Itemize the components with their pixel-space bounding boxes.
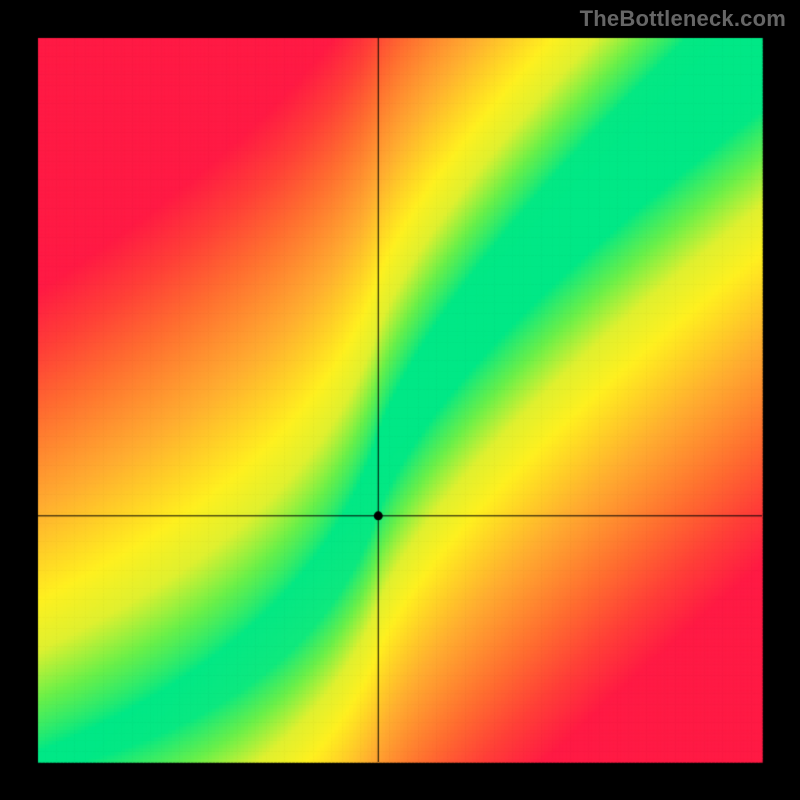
heatmap-canvas	[0, 0, 800, 800]
chart-container: TheBottleneck.com	[0, 0, 800, 800]
